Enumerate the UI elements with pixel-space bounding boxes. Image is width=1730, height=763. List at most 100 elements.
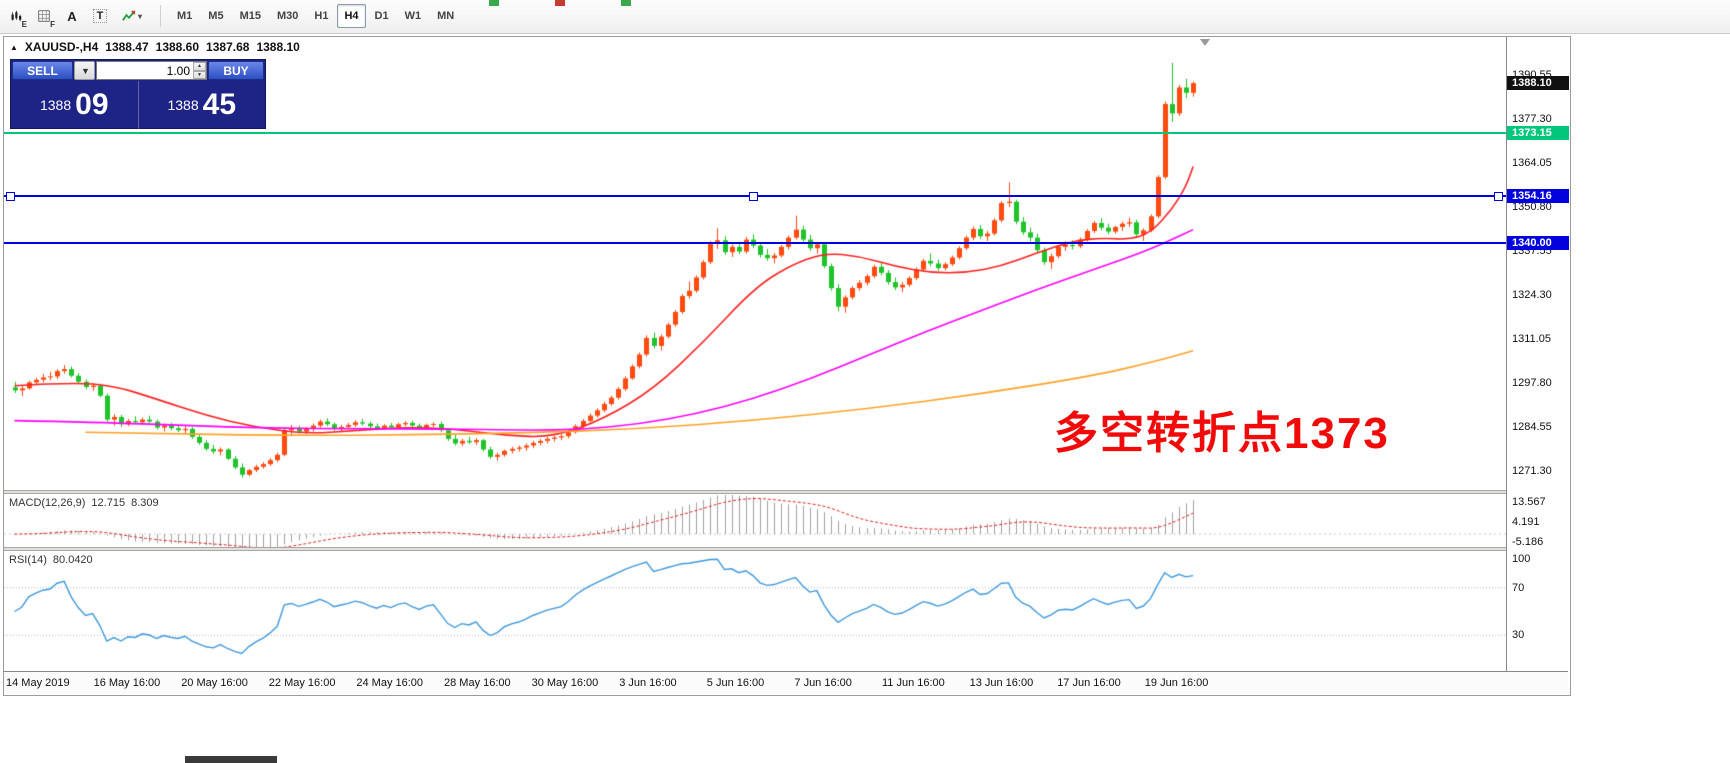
time-label: 19 Jun 16:00	[1144, 677, 1209, 689]
timeframe-d1[interactable]: D1	[368, 4, 396, 28]
ohlc-close: 1388.10	[256, 40, 300, 54]
timeframe-m5[interactable]: M5	[201, 4, 230, 28]
price-tag-level: 1373.15	[1507, 125, 1569, 140]
volume-spin-down-icon[interactable]: ▼	[193, 70, 206, 79]
price-tag-level: 1340.00	[1507, 235, 1569, 250]
volume-input[interactable]	[96, 61, 207, 80]
macd-name: MACD(12,26,9)	[9, 497, 86, 509]
time-label: 7 Jun 16:00	[794, 677, 852, 689]
text-tool-label: T	[92, 9, 108, 23]
time-label: 16 May 16:00	[93, 677, 161, 689]
timeframe-w1[interactable]: W1	[398, 4, 429, 28]
timeframe-m1[interactable]: M1	[170, 4, 199, 28]
buy-button[interactable]: BUY	[208, 61, 264, 80]
sell-price-big: 09	[75, 88, 109, 121]
rsi-value: 80.0420	[52, 554, 93, 566]
time-label: 11 Jun 16:00	[882, 677, 945, 689]
timeframe-m30[interactable]: M30	[270, 4, 305, 28]
volume-field-wrap: ▲ ▼	[96, 61, 207, 80]
taskbar-fragment	[185, 756, 277, 763]
price-tick: 1284.55	[1512, 421, 1552, 434]
chart-shift-icon[interactable]	[1200, 39, 1210, 46]
indicators-icon[interactable]: ▾	[115, 3, 149, 29]
ohlc-open: 1388.47	[105, 40, 149, 54]
price-axis[interactable]: 1390.55 1377.30 1364.05 1350.80 1337.55 1324.…	[1506, 37, 1570, 671]
price-tick: 1364.05	[1512, 157, 1552, 169]
macd-value-main: 12.715	[91, 497, 126, 509]
buy-price-big: 45	[202, 88, 237, 121]
time-label: 24 May 16:00	[356, 677, 424, 689]
grid-chart-icon[interactable]: F	[31, 3, 57, 29]
candlestick-chart-icon[interactable]: E	[3, 3, 29, 29]
sell-price: 1388 09	[11, 81, 139, 129]
indicator-arrows-glyph	[122, 10, 136, 21]
timeframe-m15[interactable]: M15	[233, 4, 268, 28]
hline-1373.15[interactable]	[4, 131, 1506, 134]
time-label: 5 Jun 16:00	[706, 677, 765, 689]
cropped-icon-2	[555, 0, 565, 6]
volume-spinner: ▲ ▼	[193, 62, 206, 79]
panel-separator[interactable]	[4, 490, 1568, 494]
ohlc-low: 1387.68	[206, 40, 250, 54]
macd-tick: 4.191	[1512, 516, 1540, 528]
timeframe-toolbar: M1 M5 M15 M30 H1 H4 D1 W1 MN	[170, 4, 461, 28]
sell-button[interactable]: SELL	[12, 61, 73, 80]
time-axis[interactable]: 14 May 2019 16 May 16:00 20 May 16:00 22 Ma…	[4, 671, 1568, 694]
symbol-header: ▲ XAUUSD-,H4 1388.47 1388.60 1387.68 138…	[10, 40, 300, 54]
cursor-tool-label: A	[67, 8, 77, 24]
hline-handle[interactable]	[6, 191, 15, 201]
buy-price-small: 1388	[167, 97, 199, 113]
time-label: 30 May 16:00	[531, 677, 599, 689]
cursor-tool-icon[interactable]: A	[59, 3, 85, 29]
time-label: 17 Jun 16:00	[1057, 677, 1121, 689]
price-tick: 1297.80	[1512, 377, 1552, 390]
ohlc-high: 1388.60	[155, 40, 200, 54]
macd-tick: -5.186	[1512, 536, 1544, 548]
time-label: 20 May 16:00	[181, 677, 248, 689]
price-tick: 1350.80	[1512, 201, 1552, 213]
rsi-label: RSI(14) 80.0420	[9, 554, 93, 566]
price-tag-current: 1388.10	[1507, 76, 1569, 91]
hline-handle[interactable]	[1494, 191, 1503, 201]
candlestick-glyph	[11, 10, 22, 22]
price-tick: 1377.30	[1512, 113, 1552, 125]
text-tool-icon[interactable]: T	[87, 3, 113, 29]
rsi-canvas[interactable]	[4, 552, 1506, 671]
toolbar-separator	[160, 5, 161, 27]
timeframe-h1[interactable]: H1	[307, 4, 335, 28]
one-click-collapse-icon[interactable]: ▲	[10, 42, 18, 52]
rsi-tick: 100	[1512, 553, 1531, 565]
cropped-icon-1	[489, 0, 499, 6]
timeframe-mn[interactable]: MN	[430, 4, 461, 28]
time-label: 13 Jun 16:00	[969, 677, 1034, 689]
icon-badge: E	[21, 20, 27, 29]
grid-glyph	[38, 10, 50, 22]
volume-spin-up-icon[interactable]: ▲	[193, 62, 206, 71]
chevron-down-icon: ▾	[137, 11, 142, 21]
chart-annotation[interactable]: 多空转折点1373	[1054, 409, 1390, 458]
macd-canvas[interactable]	[4, 495, 1506, 549]
chart-window: ▲ XAUUSD-,H4 1388.47 1388.60 1387.68 138…	[3, 36, 1571, 696]
icon-badge: F	[50, 20, 55, 29]
one-click-trading-panel: SELL ▼ ▲ ▼ BUY 1388 09 1388 45	[10, 59, 266, 129]
panel-separator[interactable]	[4, 547, 1568, 551]
macd-tick: 13.567	[1512, 496, 1546, 508]
order-type-dropdown[interactable]: ▼	[74, 61, 95, 80]
hline-handle[interactable]	[749, 191, 758, 201]
quote-display: 1388 09 1388 45	[11, 81, 265, 129]
main-toolbar: E F A T ▾ M1 M5 M15 M30 H1 H4 D1 W1 MN	[0, 0, 1730, 34]
price-tick: 1311.05	[1512, 333, 1551, 346]
cropped-icon-3	[621, 0, 631, 6]
time-label: 28 May 16:00	[444, 677, 511, 689]
timeframe-h4[interactable]: H4	[337, 4, 366, 28]
price-tick: 1324.30	[1512, 289, 1552, 302]
time-label: 3 Jun 16:00	[619, 677, 677, 689]
hline-1340.00[interactable]	[4, 241, 1506, 244]
time-label: 14 May 2019	[6, 677, 70, 689]
price-tick: 1271.30	[1512, 465, 1552, 478]
rsi-tick: 30	[1512, 629, 1525, 642]
macd-label: MACD(12,26,9) 12.715 8.309	[9, 497, 159, 509]
price-tag-level: 1354.16	[1507, 188, 1569, 203]
sell-price-small: 1388	[39, 97, 72, 113]
buy-price: 1388 45	[139, 81, 266, 129]
